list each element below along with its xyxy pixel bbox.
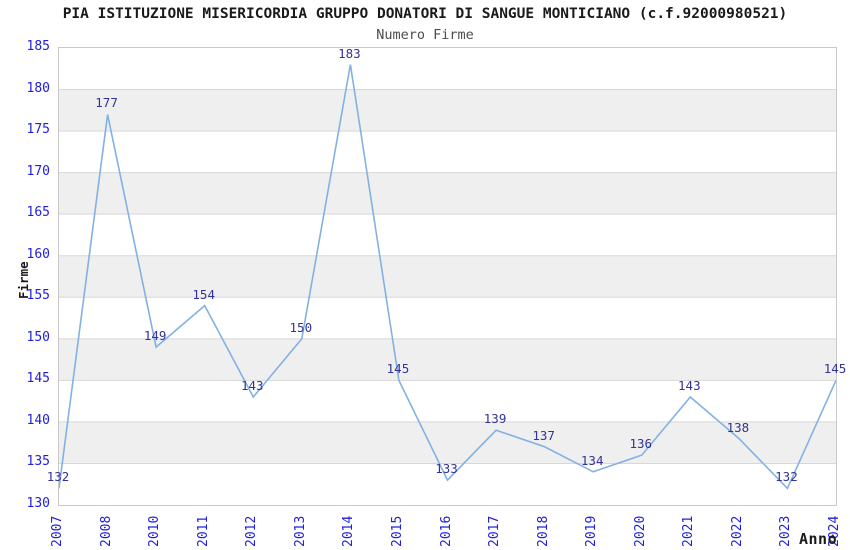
chart-title: PIA ISTITUZIONE MISERICORDIA GRUPPO DONA… [62,6,788,22]
y-tick-label: 135 [26,454,50,470]
y-tick-label: 170 [26,163,50,179]
y-tick-label: 140 [26,412,50,428]
y-axis-title: Firme [16,261,31,299]
data-label: 183 [338,45,361,61]
data-label: 136 [629,436,653,452]
plot-band [59,89,836,132]
plot-band [59,380,836,422]
y-tick-label: 180 [26,80,50,96]
data-label: 149 [143,328,167,344]
data-label: 145 [386,361,410,377]
plot-band [59,48,836,90]
plot-band [59,463,836,505]
data-label: 137 [532,427,555,443]
x-tick-label: 2013 [292,515,308,547]
y-tick-label: 160 [26,246,50,262]
x-tick-label: 2014 [341,515,357,547]
x-tick-label: 2016 [438,515,454,547]
x-tick-label: 2021 [681,515,697,547]
x-tick-label: 2022 [729,515,745,547]
x-axis-title: Anno [799,530,838,548]
x-tick-label: 2015 [389,515,405,547]
y-tick-label: 155 [26,288,50,304]
data-label: 139 [483,411,507,427]
data-label: 138 [726,419,750,435]
data-label: 134 [580,452,604,468]
x-tick-label: 2012 [244,515,260,547]
data-label: 143 [240,377,264,393]
y-tick-label: 185 [26,39,50,54]
plot-band [59,338,836,381]
x-tick-label: 2011 [195,515,211,547]
data-label: 154 [192,286,215,302]
data-label: 133 [435,461,458,477]
plot-band [59,255,836,298]
data-label: 150 [289,319,313,335]
y-tick-label: 165 [26,205,50,221]
data-label: 177 [95,95,118,111]
line-series [59,64,836,490]
chart-subtitle: Numero Firme [376,27,474,43]
x-tick-label: 2023 [778,515,794,547]
plot-canvas [59,48,836,505]
plot-area [58,47,837,506]
x-tick-label: 2017 [487,515,503,547]
x-tick-label: 2010 [147,515,163,547]
x-tick-label: 2007 [50,515,65,547]
data-label: 143 [678,377,701,393]
x-tick-label: 2019 [584,515,600,547]
plot-band [59,421,836,464]
plot-band [59,214,836,256]
data-label: 145 [823,361,847,377]
plot-band [59,131,836,173]
x-tick-label: 2008 [98,515,114,547]
y-tick-label: 145 [26,371,50,387]
x-tick-label: 2020 [632,515,648,547]
y-tick-label: 150 [26,329,50,345]
x-tick-label: 2018 [535,515,551,547]
y-tick-label: 175 [26,122,50,138]
data-label: 132 [775,469,798,485]
plot-band [59,172,836,215]
plot-band [59,297,836,339]
data-label: 132 [46,469,70,485]
y-tick-label: 130 [26,496,50,511]
